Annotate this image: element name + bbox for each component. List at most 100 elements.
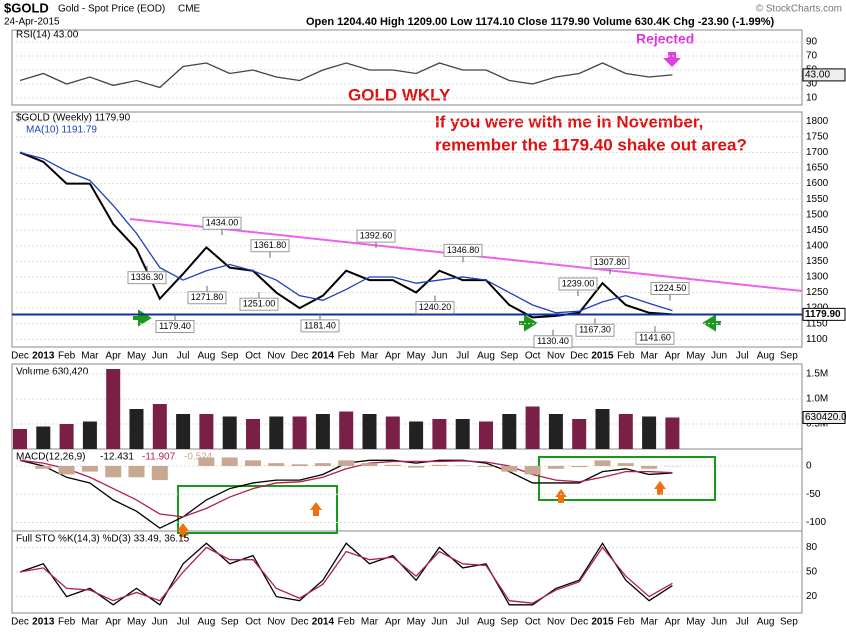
x-tick-label: Dec xyxy=(291,351,309,362)
histogram-bar xyxy=(384,464,401,466)
bar xyxy=(595,409,610,449)
x-tick-label: Sep xyxy=(500,351,518,362)
x-tick-label: Aug xyxy=(198,617,216,628)
price-label: 1239.00 xyxy=(562,278,595,288)
arrow-left xyxy=(702,314,721,332)
x-tick-label: Apr xyxy=(105,351,121,362)
bar xyxy=(129,409,144,449)
x-tick-label: Nov xyxy=(547,351,565,362)
bar xyxy=(502,414,517,449)
bar xyxy=(665,417,680,449)
histogram-bar xyxy=(128,465,145,478)
bar xyxy=(246,419,260,449)
y-tick-label: 90 xyxy=(806,37,818,48)
price-label: 1271.80 xyxy=(191,292,224,302)
x-tick-label: Feb xyxy=(58,617,76,628)
label-box xyxy=(202,216,242,230)
x-tick-label: Sep xyxy=(500,617,518,628)
label-box xyxy=(558,277,598,291)
last-value: 1179.90 xyxy=(805,309,841,320)
bar xyxy=(479,421,493,449)
bar xyxy=(618,414,633,449)
line xyxy=(19,459,673,518)
x-tick-label: Aug xyxy=(198,351,216,362)
x-tick-label: Aug xyxy=(477,617,495,628)
price-label: 1307.80 xyxy=(594,257,627,267)
price-label: 1361.80 xyxy=(254,240,287,250)
x-tick-label: Oct xyxy=(525,351,541,362)
y-tick-label: 0 xyxy=(806,461,812,472)
x-tick-label: Jul xyxy=(456,617,469,628)
bar xyxy=(525,406,540,449)
x-tick-label: Jul xyxy=(736,351,749,362)
histogram-bar xyxy=(338,460,355,466)
y-tick-label: 0.5M xyxy=(806,419,828,430)
x-tick-label: Aug xyxy=(757,617,775,628)
annotation-title: GOLD WKLY xyxy=(348,85,451,104)
quote: Open 1204.40 High 1209.00 Low 1174.10 Cl… xyxy=(306,16,774,28)
panel-frame xyxy=(11,111,803,348)
x-tick-label: Aug xyxy=(477,351,495,362)
price-label: 1130.40 xyxy=(537,336,569,346)
x-tick-label: Apr xyxy=(665,351,681,362)
y-tick-label: 20 xyxy=(806,591,818,602)
label-box xyxy=(650,281,690,295)
price-label: 1224.50 xyxy=(654,283,687,293)
last-value: 630420.0 xyxy=(805,412,846,423)
x-tick-label: Apr xyxy=(665,617,681,628)
y-tick-label: 1.5M xyxy=(806,369,828,380)
x-tick-label: 2014 xyxy=(312,351,335,362)
bar xyxy=(222,416,237,449)
x-tick-label: Oct xyxy=(525,617,541,628)
rejected-arrow xyxy=(663,52,681,67)
x-tick-label: Sep xyxy=(780,351,798,362)
x-tick-label: Jun xyxy=(152,351,168,362)
x-tick-label: Sep xyxy=(221,351,239,362)
x-tick-label: Apr xyxy=(385,617,401,628)
price-label: 1240.20 xyxy=(419,302,452,312)
x-tick-label: Feb xyxy=(58,351,76,362)
histogram-bar xyxy=(35,465,52,469)
histogram-bar xyxy=(151,465,168,481)
line xyxy=(19,546,673,604)
x-tick-label: Dec xyxy=(11,351,29,362)
x-tick-label: Jun xyxy=(431,617,447,628)
y-tick-label: 80 xyxy=(806,542,818,553)
y-tick-label: -100 xyxy=(806,517,826,528)
panel-frame xyxy=(11,29,803,106)
label-box xyxy=(443,243,483,257)
y-tick-label: 1800 xyxy=(806,116,829,127)
x-tick-label: Feb xyxy=(338,351,356,362)
histogram-bar xyxy=(105,465,122,478)
x-tick-label: Apr xyxy=(105,617,121,628)
label-box xyxy=(575,323,615,337)
symbol: $GOLD xyxy=(4,0,49,15)
x-tick-label: Oct xyxy=(245,617,261,628)
label-box xyxy=(250,239,290,253)
x-tick-label: May xyxy=(127,617,146,628)
histogram-bar xyxy=(431,464,448,466)
x-tick-label: Jul xyxy=(177,617,190,628)
legend-value: -12.431 xyxy=(100,452,134,463)
x-tick-label: May xyxy=(407,351,426,362)
label-box xyxy=(300,319,340,333)
price-label: 1251.00 xyxy=(243,299,276,309)
last-value: 43.00 xyxy=(805,70,830,81)
y-tick-label: 10 xyxy=(806,93,818,104)
line xyxy=(19,542,673,606)
x-tick-label: Oct xyxy=(245,351,261,362)
bar xyxy=(432,419,447,449)
label-box xyxy=(635,331,675,345)
bar xyxy=(548,414,563,449)
x-tick-label: 2015 xyxy=(591,351,614,362)
price-label: 1346.80 xyxy=(447,245,480,255)
line xyxy=(19,62,673,89)
histogram-bar xyxy=(501,465,518,472)
x-tick-label: Feb xyxy=(617,351,635,362)
y-tick-label: 1450 xyxy=(806,225,829,236)
y-tick-label: 30 xyxy=(806,79,818,90)
y-tick-label: 1400 xyxy=(806,240,829,251)
y-tick-label: 1150 xyxy=(806,318,828,329)
x-tick-label: Aug xyxy=(757,351,775,362)
